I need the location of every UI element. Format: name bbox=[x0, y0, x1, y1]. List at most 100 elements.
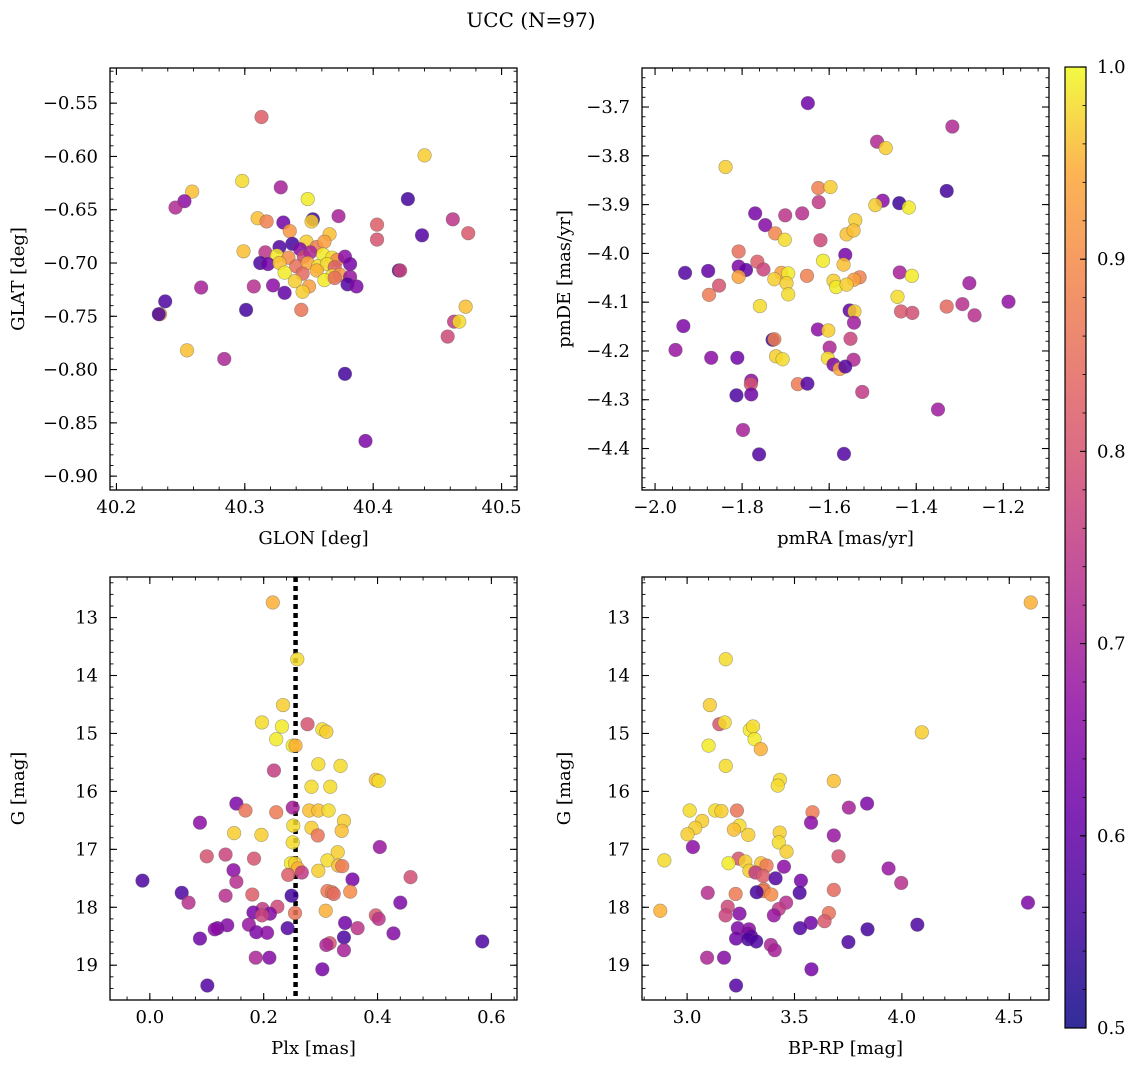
data-point bbox=[878, 140, 893, 156]
y-tick-label: −4.4 bbox=[586, 439, 630, 460]
data-point bbox=[1001, 294, 1016, 309]
data-point bbox=[718, 652, 733, 667]
data-point bbox=[729, 388, 744, 403]
x-tick-label: 0.6 bbox=[477, 1007, 506, 1028]
data-point bbox=[386, 926, 401, 941]
data-point bbox=[158, 294, 173, 309]
data-point bbox=[821, 323, 836, 338]
data-point bbox=[846, 315, 862, 330]
plx-g-panel: 0.0 0.2 0.4 0.6 13 14 15 16 17 18 19 Plx [mas] G [ma… bbox=[8, 576, 518, 1059]
y-tick-label: −0.55 bbox=[43, 93, 98, 114]
x-tick-label: 0.0 bbox=[136, 1007, 165, 1028]
data-point bbox=[836, 446, 852, 461]
y-tick-label: −0.80 bbox=[43, 360, 98, 381]
x-tick-label: 40.5 bbox=[482, 497, 522, 518]
x-tick-label: 3.5 bbox=[780, 1007, 809, 1028]
data-point bbox=[135, 873, 150, 888]
data-point bbox=[680, 827, 695, 842]
data-point bbox=[317, 234, 332, 249]
data-point bbox=[287, 905, 303, 921]
data-point bbox=[269, 805, 284, 820]
glon-glat-panel: 40.2 40.3 40.4 40.5 −0.90 −0.85 −0.80 −0.75 −0.7… bbox=[8, 67, 522, 549]
data-point bbox=[803, 815, 819, 830]
data-point bbox=[823, 179, 838, 195]
y-tick-label: −0.70 bbox=[43, 253, 98, 274]
data-point bbox=[758, 217, 773, 233]
data-point bbox=[337, 915, 353, 931]
colorbar-tick-label: 0.6 bbox=[1097, 826, 1126, 847]
data-point bbox=[318, 903, 333, 918]
y-tick-label: 14 bbox=[75, 666, 98, 687]
data-point bbox=[417, 148, 432, 163]
data-point bbox=[342, 256, 358, 272]
data-point bbox=[744, 387, 759, 402]
data-point bbox=[859, 796, 875, 811]
data-point bbox=[817, 914, 832, 929]
data-point bbox=[800, 96, 815, 111]
data-point bbox=[905, 305, 920, 321]
data-point bbox=[275, 697, 291, 713]
data-point bbox=[335, 859, 350, 874]
data-point bbox=[756, 262, 771, 277]
data-point bbox=[458, 299, 473, 314]
data-point bbox=[728, 931, 744, 946]
data-point bbox=[238, 803, 253, 818]
y-tick-label: −4.2 bbox=[586, 341, 630, 362]
colorbar-tick-label: 0.8 bbox=[1097, 441, 1126, 462]
data-point bbox=[400, 191, 415, 207]
data-point bbox=[403, 870, 418, 885]
data-point bbox=[718, 908, 733, 923]
data-point bbox=[702, 697, 717, 713]
data-point bbox=[860, 922, 875, 937]
y-axis-label: G [mag] bbox=[8, 752, 29, 825]
data-point bbox=[714, 803, 729, 819]
data-point bbox=[826, 882, 841, 898]
data-point bbox=[699, 950, 715, 965]
y-tick-label: 13 bbox=[607, 608, 630, 629]
data-point bbox=[892, 265, 907, 280]
data-point bbox=[841, 800, 856, 815]
y-tick-label: −0.60 bbox=[43, 146, 98, 167]
data-point bbox=[295, 284, 310, 299]
x-tick-label: −1.6 bbox=[807, 497, 851, 518]
data-point bbox=[290, 652, 305, 667]
data-point bbox=[700, 885, 715, 900]
data-point bbox=[266, 763, 282, 778]
data-point bbox=[285, 800, 300, 815]
colorbar-gradient bbox=[1065, 67, 1086, 1028]
data-point bbox=[336, 930, 352, 945]
y-tick-label: −3.7 bbox=[586, 97, 630, 118]
data-point bbox=[269, 732, 284, 747]
y-tick-label: 16 bbox=[75, 781, 98, 802]
y-tick-label: 17 bbox=[75, 839, 98, 860]
figure-title: UCC (N=97) bbox=[466, 8, 595, 32]
data-point bbox=[174, 885, 189, 900]
y-axis-label: pmDE [mas/yr] bbox=[554, 210, 575, 348]
y-tick-label: −3.8 bbox=[586, 146, 630, 167]
data-point bbox=[735, 422, 751, 438]
y-tick-label: −0.90 bbox=[43, 466, 98, 487]
data-point bbox=[280, 921, 295, 936]
y-tick-label: 18 bbox=[75, 897, 98, 918]
data-point bbox=[653, 903, 668, 918]
data-point bbox=[207, 922, 222, 937]
data-point bbox=[778, 208, 793, 223]
data-point bbox=[294, 302, 309, 318]
data-point bbox=[369, 217, 385, 232]
data-point bbox=[815, 253, 831, 268]
data-point bbox=[726, 822, 742, 837]
data-point bbox=[336, 943, 352, 958]
data-point bbox=[955, 297, 970, 312]
data-point bbox=[226, 826, 242, 841]
data-point bbox=[676, 318, 691, 334]
data-point bbox=[287, 274, 302, 289]
data-point bbox=[309, 263, 324, 278]
colorbar-ticks: 0.5 0.6 0.7 0.8 0.9 1.0 bbox=[1080, 57, 1126, 1039]
data-point bbox=[914, 725, 929, 740]
y-tick-label: −3.9 bbox=[586, 195, 630, 216]
data-point bbox=[767, 272, 782, 287]
data-point bbox=[777, 232, 792, 247]
data-point bbox=[282, 223, 297, 239]
y-tick-label: −0.65 bbox=[43, 200, 98, 221]
data-point bbox=[728, 886, 743, 902]
